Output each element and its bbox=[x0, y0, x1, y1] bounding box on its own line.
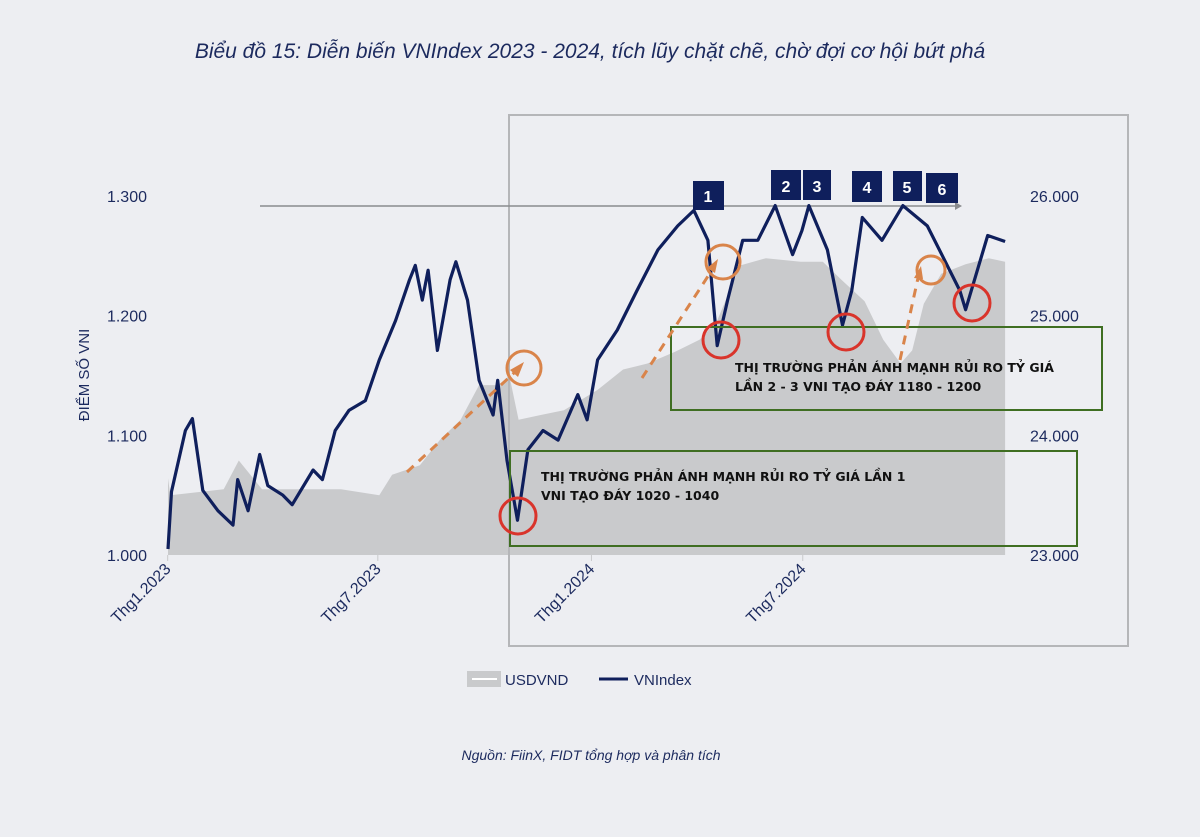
orange-circle-2 bbox=[704, 243, 742, 281]
peak-marker-6-label: 6 bbox=[938, 182, 947, 199]
annotation-box-2-line-1: THỊ TRƯỜNG PHẢN ÁNH MẠNH RỦI RO TỶ GIÁ bbox=[735, 359, 1054, 375]
orange-circle-1 bbox=[505, 349, 543, 387]
y-axis-left: 1.000 1.100 1.200 1.300 bbox=[107, 189, 147, 565]
peak-marker-4-label: 4 bbox=[863, 180, 872, 197]
peak-marker-2-label: 2 bbox=[782, 179, 791, 196]
y-left-tick-label: 1.200 bbox=[107, 309, 147, 326]
y-left-tick-label: 1.300 bbox=[107, 189, 147, 206]
y-right-tick-label: 24.000 bbox=[1030, 428, 1079, 445]
source-note: Nguồn: FiinX, FIDT tổng hợp và phân tích bbox=[461, 747, 720, 763]
dashed-arrow-2 bbox=[640, 269, 714, 379]
x-axis: Thg1.2023 Thg7.2023 Thg1.2024 Thg7.2024 bbox=[108, 555, 810, 627]
legend-usdvnd-label: USDVND bbox=[505, 672, 569, 689]
peak-marker-3 bbox=[803, 170, 831, 200]
orange-circle-3 bbox=[915, 254, 947, 286]
dashed-arrow-3 bbox=[898, 277, 920, 361]
y-left-tick-label: 1.100 bbox=[107, 428, 147, 445]
x-tick-label: Thg7.2024 bbox=[743, 561, 809, 627]
red-circle-1 bbox=[498, 496, 538, 536]
annotation-box-2-line-2: LẦN 2 - 3 VNI TẠO ĐÁY 1180 - 1200 bbox=[735, 377, 982, 394]
y-left-tick-label: 1.000 bbox=[107, 548, 147, 565]
resistance-arrowhead bbox=[955, 202, 962, 210]
annotation-box-1-line-2: VNI TẠO ĐÁY 1020 - 1040 bbox=[541, 488, 719, 503]
peak-marker-1 bbox=[693, 181, 724, 210]
peak-marker-5 bbox=[893, 171, 922, 201]
red-circle-3 bbox=[826, 312, 866, 352]
y-right-tick-label: 26.000 bbox=[1030, 189, 1079, 206]
usdvnd-area-layer bbox=[168, 258, 1006, 555]
peak-marker-4 bbox=[852, 171, 882, 202]
chart-title: Biểu đồ 15: Diễn biến VNIndex 2023 - 202… bbox=[195, 40, 986, 63]
dashed-arrow-1 bbox=[405, 370, 517, 474]
arrowhead-1 bbox=[510, 362, 524, 377]
peak-marker-1-label: 1 bbox=[704, 189, 713, 206]
peak-marker-5-label: 5 bbox=[903, 180, 912, 197]
legend-vnindex-label: VNIndex bbox=[634, 672, 692, 689]
annotation-box-1-line-1: THỊ TRƯỜNG PHẢN ÁNH MẠNH RỦI RO TỶ GIÁ L… bbox=[541, 467, 905, 484]
dashed-arrows bbox=[405, 269, 920, 474]
y-right-tick-label: 25.000 bbox=[1030, 309, 1079, 326]
usdvnd-area bbox=[168, 258, 1006, 555]
x-tick-label: Thg1.2024 bbox=[532, 561, 598, 627]
red-circle-4 bbox=[952, 283, 992, 323]
vnindex-line-layer bbox=[166, 204, 1006, 550]
peak-marker-3-label: 3 bbox=[813, 179, 822, 196]
red-circle-2 bbox=[701, 320, 741, 360]
x-tick-label: Thg1.2023 bbox=[108, 561, 174, 627]
arrowhead-2 bbox=[707, 259, 718, 273]
x-tick-label: Thg7.2023 bbox=[319, 561, 385, 627]
peak-marker-2 bbox=[771, 170, 801, 200]
legend: USDVND VNIndex bbox=[467, 671, 692, 689]
y-right-tick-label: 23.000 bbox=[1030, 548, 1079, 565]
y-axis-left-label: ĐIỂM SỐ VNI bbox=[75, 329, 93, 422]
peak-markers: 1 2 3 4 5 6 bbox=[693, 170, 958, 210]
highlight-frame bbox=[508, 114, 1129, 647]
annotation-box-2 bbox=[670, 326, 1103, 411]
y-axis-right: 23.000 24.000 25.000 26.000 bbox=[1030, 189, 1079, 565]
peak-marker-6 bbox=[926, 173, 958, 203]
